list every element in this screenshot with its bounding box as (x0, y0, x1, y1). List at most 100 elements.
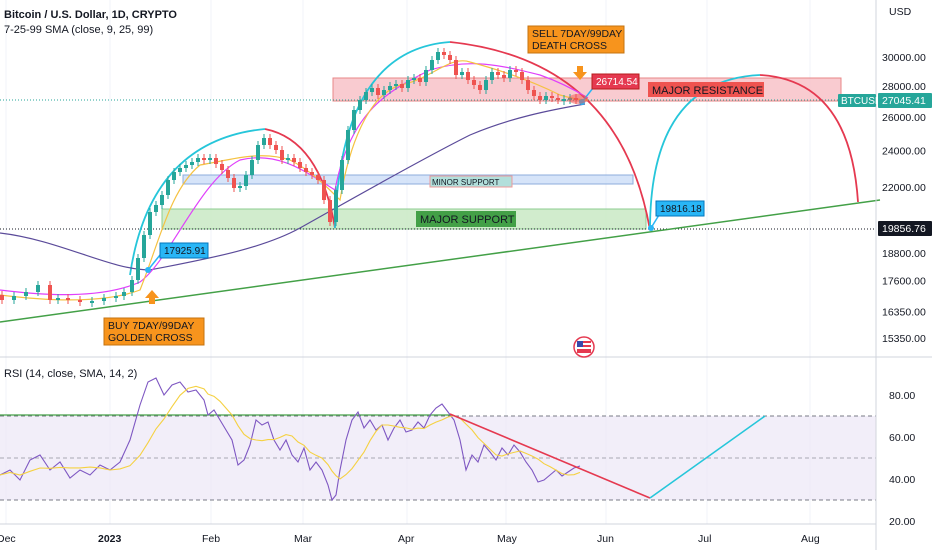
candle-body (238, 186, 242, 188)
major-support-label: MAJOR SUPPORT (420, 214, 515, 226)
callout-17925-value: 17925.91 (164, 246, 206, 257)
candle-body (466, 72, 470, 80)
candle-body (310, 172, 314, 175)
candle-body (268, 138, 272, 145)
level-price-value: 19856.76 (882, 223, 926, 235)
candle-body (36, 285, 40, 292)
rsi-line (0, 377, 581, 502)
candle-body (328, 200, 332, 222)
rsi-tick-label: 60.00 (889, 432, 915, 444)
rsi-axis[interactable]: 80.00 60.00 40.00 20.00 (889, 390, 915, 528)
candle-body (262, 138, 266, 145)
candle-body (346, 130, 350, 160)
major-resistance-label-box: MAJOR RESISTANCE (648, 82, 764, 97)
chart-title: Bitcoin / U.S. Dollar, 1D, CRYPTO (4, 9, 177, 21)
candle-body (78, 300, 82, 302)
candle-body (484, 80, 488, 90)
callout-19816-value: 19816.18 (660, 204, 702, 215)
candle-body (190, 162, 194, 165)
candle-body (24, 292, 28, 296)
sell-box: SELL 7DAY/99DAY DEATH CROSS (527, 25, 625, 54)
arc-rise-3 (649, 74, 761, 231)
candle-body (388, 86, 392, 90)
candle-body (178, 168, 182, 172)
candle-body (406, 80, 410, 88)
major-resistance-label: MAJOR RESISTANCE (652, 85, 763, 97)
candle-body (256, 145, 260, 160)
time-tick-label: May (497, 533, 518, 545)
level-price-tag: 19856.76 (878, 221, 932, 236)
minor-support-label: MINOR SUPPORT (432, 178, 500, 187)
candle-body (562, 99, 566, 101)
candle-body (142, 235, 146, 258)
minor-support-zone (182, 174, 634, 185)
candle-body (136, 258, 140, 280)
candle-body (12, 296, 16, 300)
price-tick-label: 22000.00 (882, 182, 926, 194)
candle-body (292, 158, 296, 162)
price-tick-label: 30000.00 (882, 52, 926, 64)
sma-99-line (0, 103, 586, 271)
time-axis[interactable]: Dec 2023 Feb Mar Apr May Jun Jul Aug (0, 533, 820, 545)
price-tick-label: 24000.00 (882, 146, 926, 158)
candle-body (48, 285, 52, 300)
sma-25-line (0, 63, 589, 296)
candle-body (556, 98, 560, 100)
candle-body (56, 298, 60, 300)
candle-body (538, 96, 542, 100)
candle-body (114, 296, 118, 298)
death-cross-highlight (568, 94, 588, 104)
candle-body (508, 70, 512, 78)
us-flag-icon[interactable] (573, 336, 595, 358)
candle-body (340, 160, 344, 190)
candle-body (160, 195, 164, 205)
candle-body (90, 301, 94, 303)
candle-body (472, 80, 476, 85)
uptrend-line (0, 199, 881, 323)
time-tick-label: Apr (398, 533, 415, 545)
rsi-downtrend (449, 413, 651, 499)
candle-body (376, 88, 380, 95)
candle-body (418, 78, 422, 82)
candle-body (196, 158, 200, 162)
candle-body (370, 88, 374, 92)
candle-body (436, 52, 440, 60)
candle-body (460, 72, 464, 75)
candle-body (226, 170, 230, 178)
candle-body (448, 55, 452, 60)
rsi-tick-label: 20.00 (889, 516, 915, 528)
sell-line-2: DEATH CROSS (532, 40, 607, 52)
current-price-tag: BTCUSD 27045.41 (838, 93, 932, 108)
time-tick-label: Aug (801, 533, 820, 545)
candle-body (208, 158, 212, 160)
candle-body (286, 158, 290, 160)
rsi-tick-label: 80.00 (889, 390, 915, 402)
candle-body (102, 298, 106, 301)
candle-body (274, 145, 278, 150)
candle-body (322, 180, 326, 200)
candle-body (184, 165, 188, 168)
candle-body (298, 162, 302, 168)
price-axis[interactable]: 30000.00 28000.00 26000.00 24000.00 22000.00… (882, 52, 926, 345)
candle-body (250, 160, 254, 175)
candle-body (478, 85, 482, 90)
candle-body (514, 70, 518, 72)
candle-body (526, 80, 530, 90)
candle-body (0, 295, 4, 300)
candle-body (364, 92, 368, 100)
candle-body (166, 180, 170, 195)
candle-body (502, 75, 506, 78)
candle-body (412, 78, 416, 80)
callout-17925: 17925.91 (145, 242, 209, 273)
time-tick-label: Jun (597, 533, 614, 545)
candle-body (400, 84, 404, 88)
rsi-sma-line (0, 385, 581, 480)
candle-body (148, 212, 152, 235)
buy-arrow-icon (145, 290, 159, 304)
candle-body (424, 70, 428, 82)
rsi-uptrend (649, 415, 766, 499)
candle-body (532, 90, 536, 96)
currency-label: USD (889, 6, 912, 18)
time-tick-label: Mar (294, 533, 313, 545)
candle-body (520, 72, 524, 80)
